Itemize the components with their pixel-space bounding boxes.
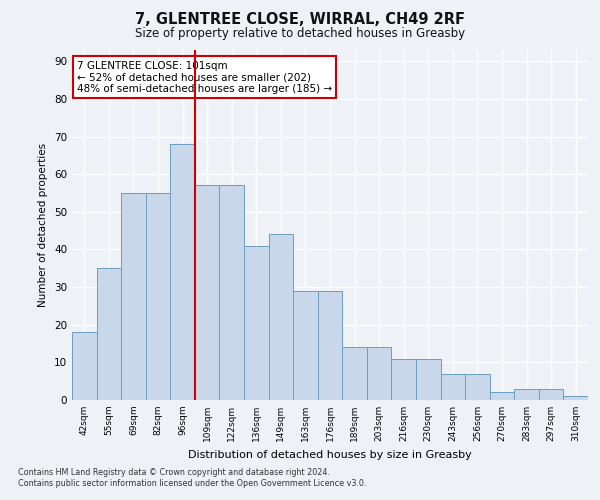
Bar — [195, 186, 220, 400]
Bar — [72, 332, 97, 400]
X-axis label: Distribution of detached houses by size in Greasby: Distribution of detached houses by size … — [188, 450, 472, 460]
Bar — [342, 348, 367, 400]
Bar — [539, 388, 563, 400]
Bar — [367, 348, 391, 400]
Bar — [121, 193, 146, 400]
Text: Size of property relative to detached houses in Greasby: Size of property relative to detached ho… — [135, 28, 465, 40]
Text: Contains HM Land Registry data © Crown copyright and database right 2024.
Contai: Contains HM Land Registry data © Crown c… — [18, 468, 367, 487]
Bar — [146, 193, 170, 400]
Bar — [514, 388, 539, 400]
Bar — [293, 291, 318, 400]
Bar — [318, 291, 342, 400]
Bar — [170, 144, 195, 400]
Bar — [490, 392, 514, 400]
Bar — [465, 374, 490, 400]
Y-axis label: Number of detached properties: Number of detached properties — [38, 143, 49, 307]
Bar — [440, 374, 465, 400]
Bar — [391, 358, 416, 400]
Bar — [220, 186, 244, 400]
Bar — [97, 268, 121, 400]
Bar — [563, 396, 588, 400]
Text: 7, GLENTREE CLOSE, WIRRAL, CH49 2RF: 7, GLENTREE CLOSE, WIRRAL, CH49 2RF — [135, 12, 465, 28]
Bar — [269, 234, 293, 400]
Bar — [244, 246, 269, 400]
Text: 7 GLENTREE CLOSE: 101sqm
← 52% of detached houses are smaller (202)
48% of semi-: 7 GLENTREE CLOSE: 101sqm ← 52% of detach… — [77, 60, 332, 94]
Bar — [416, 358, 440, 400]
